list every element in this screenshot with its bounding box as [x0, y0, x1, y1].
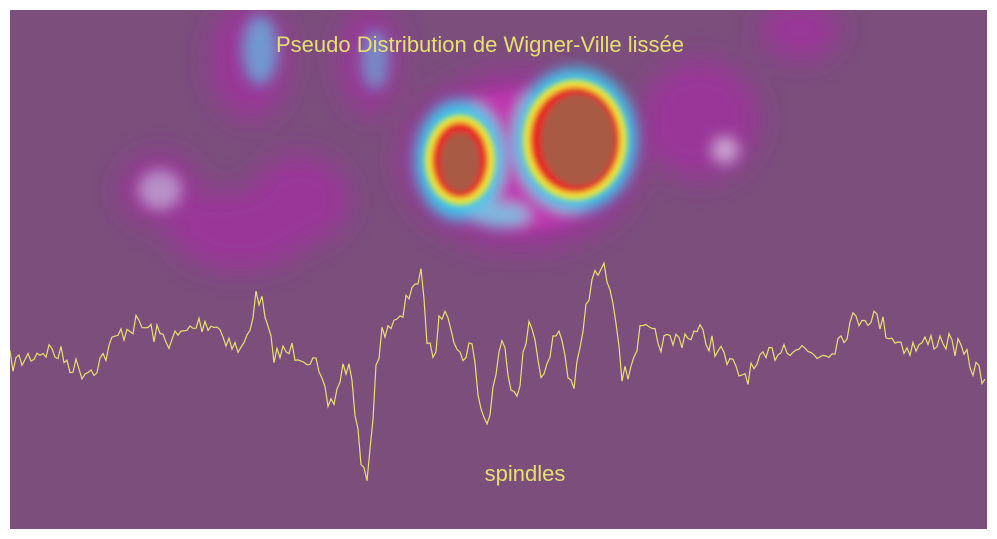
annotation: spindles	[485, 461, 566, 486]
figure: Pseudo Distribution de Wigner-Ville liss…	[0, 0, 997, 539]
figure-title: Pseudo Distribution de Wigner-Ville liss…	[276, 32, 684, 57]
